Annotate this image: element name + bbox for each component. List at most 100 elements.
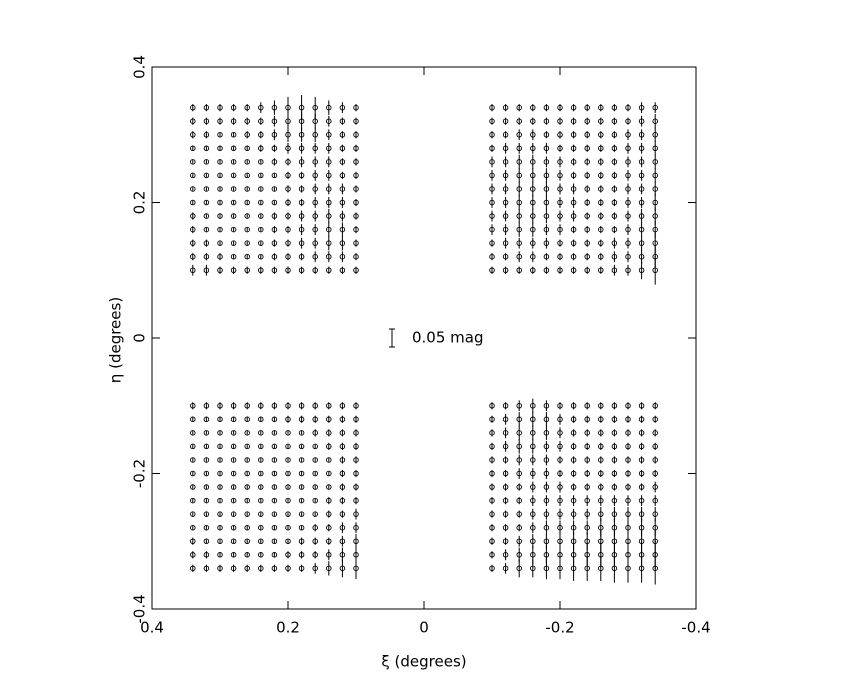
point: [312, 552, 318, 558]
point: [557, 104, 563, 111]
point: [570, 457, 577, 463]
point: [271, 159, 278, 165]
point: [638, 172, 645, 179]
point: [190, 199, 196, 206]
point: [339, 240, 346, 246]
point: [190, 226, 196, 233]
point: [598, 240, 604, 246]
point: [326, 226, 332, 233]
point: [285, 213, 291, 219]
point: [258, 538, 264, 545]
point: [312, 199, 318, 206]
point: [584, 403, 590, 409]
point: [584, 172, 590, 179]
point: [353, 497, 359, 504]
point: [353, 199, 359, 206]
point: [543, 524, 550, 531]
point: [298, 226, 305, 233]
point: [584, 240, 590, 246]
point: [339, 511, 346, 517]
point: [638, 253, 645, 260]
point: [625, 104, 631, 111]
point: [312, 240, 318, 246]
point: [489, 118, 495, 124]
point: [570, 416, 577, 423]
point: [638, 226, 645, 233]
point: [652, 443, 658, 450]
point: [543, 253, 550, 260]
point: [557, 430, 563, 436]
point: [543, 213, 550, 219]
point: [557, 199, 563, 206]
point: [190, 552, 196, 558]
point: [543, 240, 550, 246]
point: [271, 403, 278, 409]
point: [230, 104, 237, 111]
point: [339, 131, 346, 138]
point: [190, 403, 196, 409]
point: [489, 213, 495, 219]
point: [353, 552, 359, 558]
point: [502, 172, 509, 179]
point: [584, 457, 590, 463]
point: [203, 416, 210, 423]
point: [339, 145, 346, 152]
point: [502, 118, 509, 124]
point: [230, 172, 237, 179]
point: [611, 186, 618, 192]
point: [598, 267, 604, 274]
point: [353, 267, 359, 274]
point: [230, 240, 237, 246]
point: [271, 470, 278, 477]
point: [530, 213, 536, 219]
point: [353, 565, 359, 572]
point: [339, 524, 346, 531]
point: [557, 240, 563, 246]
point: [190, 186, 196, 192]
point: [557, 131, 563, 138]
point: [190, 524, 196, 531]
point: [625, 443, 631, 450]
point: [203, 131, 210, 138]
point: [271, 511, 278, 517]
point: [638, 118, 645, 124]
point: [298, 457, 305, 463]
point: [339, 484, 346, 490]
point: [285, 267, 291, 274]
point: [285, 538, 291, 545]
point: [652, 457, 658, 463]
point: [584, 253, 590, 260]
point: [584, 199, 590, 206]
point: [530, 552, 536, 558]
point: [516, 497, 522, 504]
point: [258, 159, 264, 165]
point: [516, 267, 522, 274]
point: [353, 416, 359, 423]
point: [217, 199, 223, 206]
point: [516, 118, 522, 124]
point: [570, 172, 577, 179]
point: [516, 131, 522, 138]
point: [502, 470, 509, 477]
point: [502, 524, 509, 531]
point: [543, 199, 550, 206]
point: [298, 159, 305, 165]
point: [271, 118, 278, 124]
point: [625, 565, 631, 572]
point: [285, 443, 291, 450]
point: [326, 267, 332, 274]
point: [312, 484, 318, 490]
point: [258, 118, 264, 124]
point: [203, 457, 210, 463]
point: [489, 416, 495, 423]
point: [570, 159, 577, 165]
point: [516, 443, 522, 450]
point: [652, 199, 658, 206]
point: [598, 213, 604, 219]
point: [326, 159, 332, 165]
point: [326, 552, 332, 558]
point: [570, 443, 577, 450]
point: [584, 497, 590, 504]
point: [230, 253, 237, 260]
